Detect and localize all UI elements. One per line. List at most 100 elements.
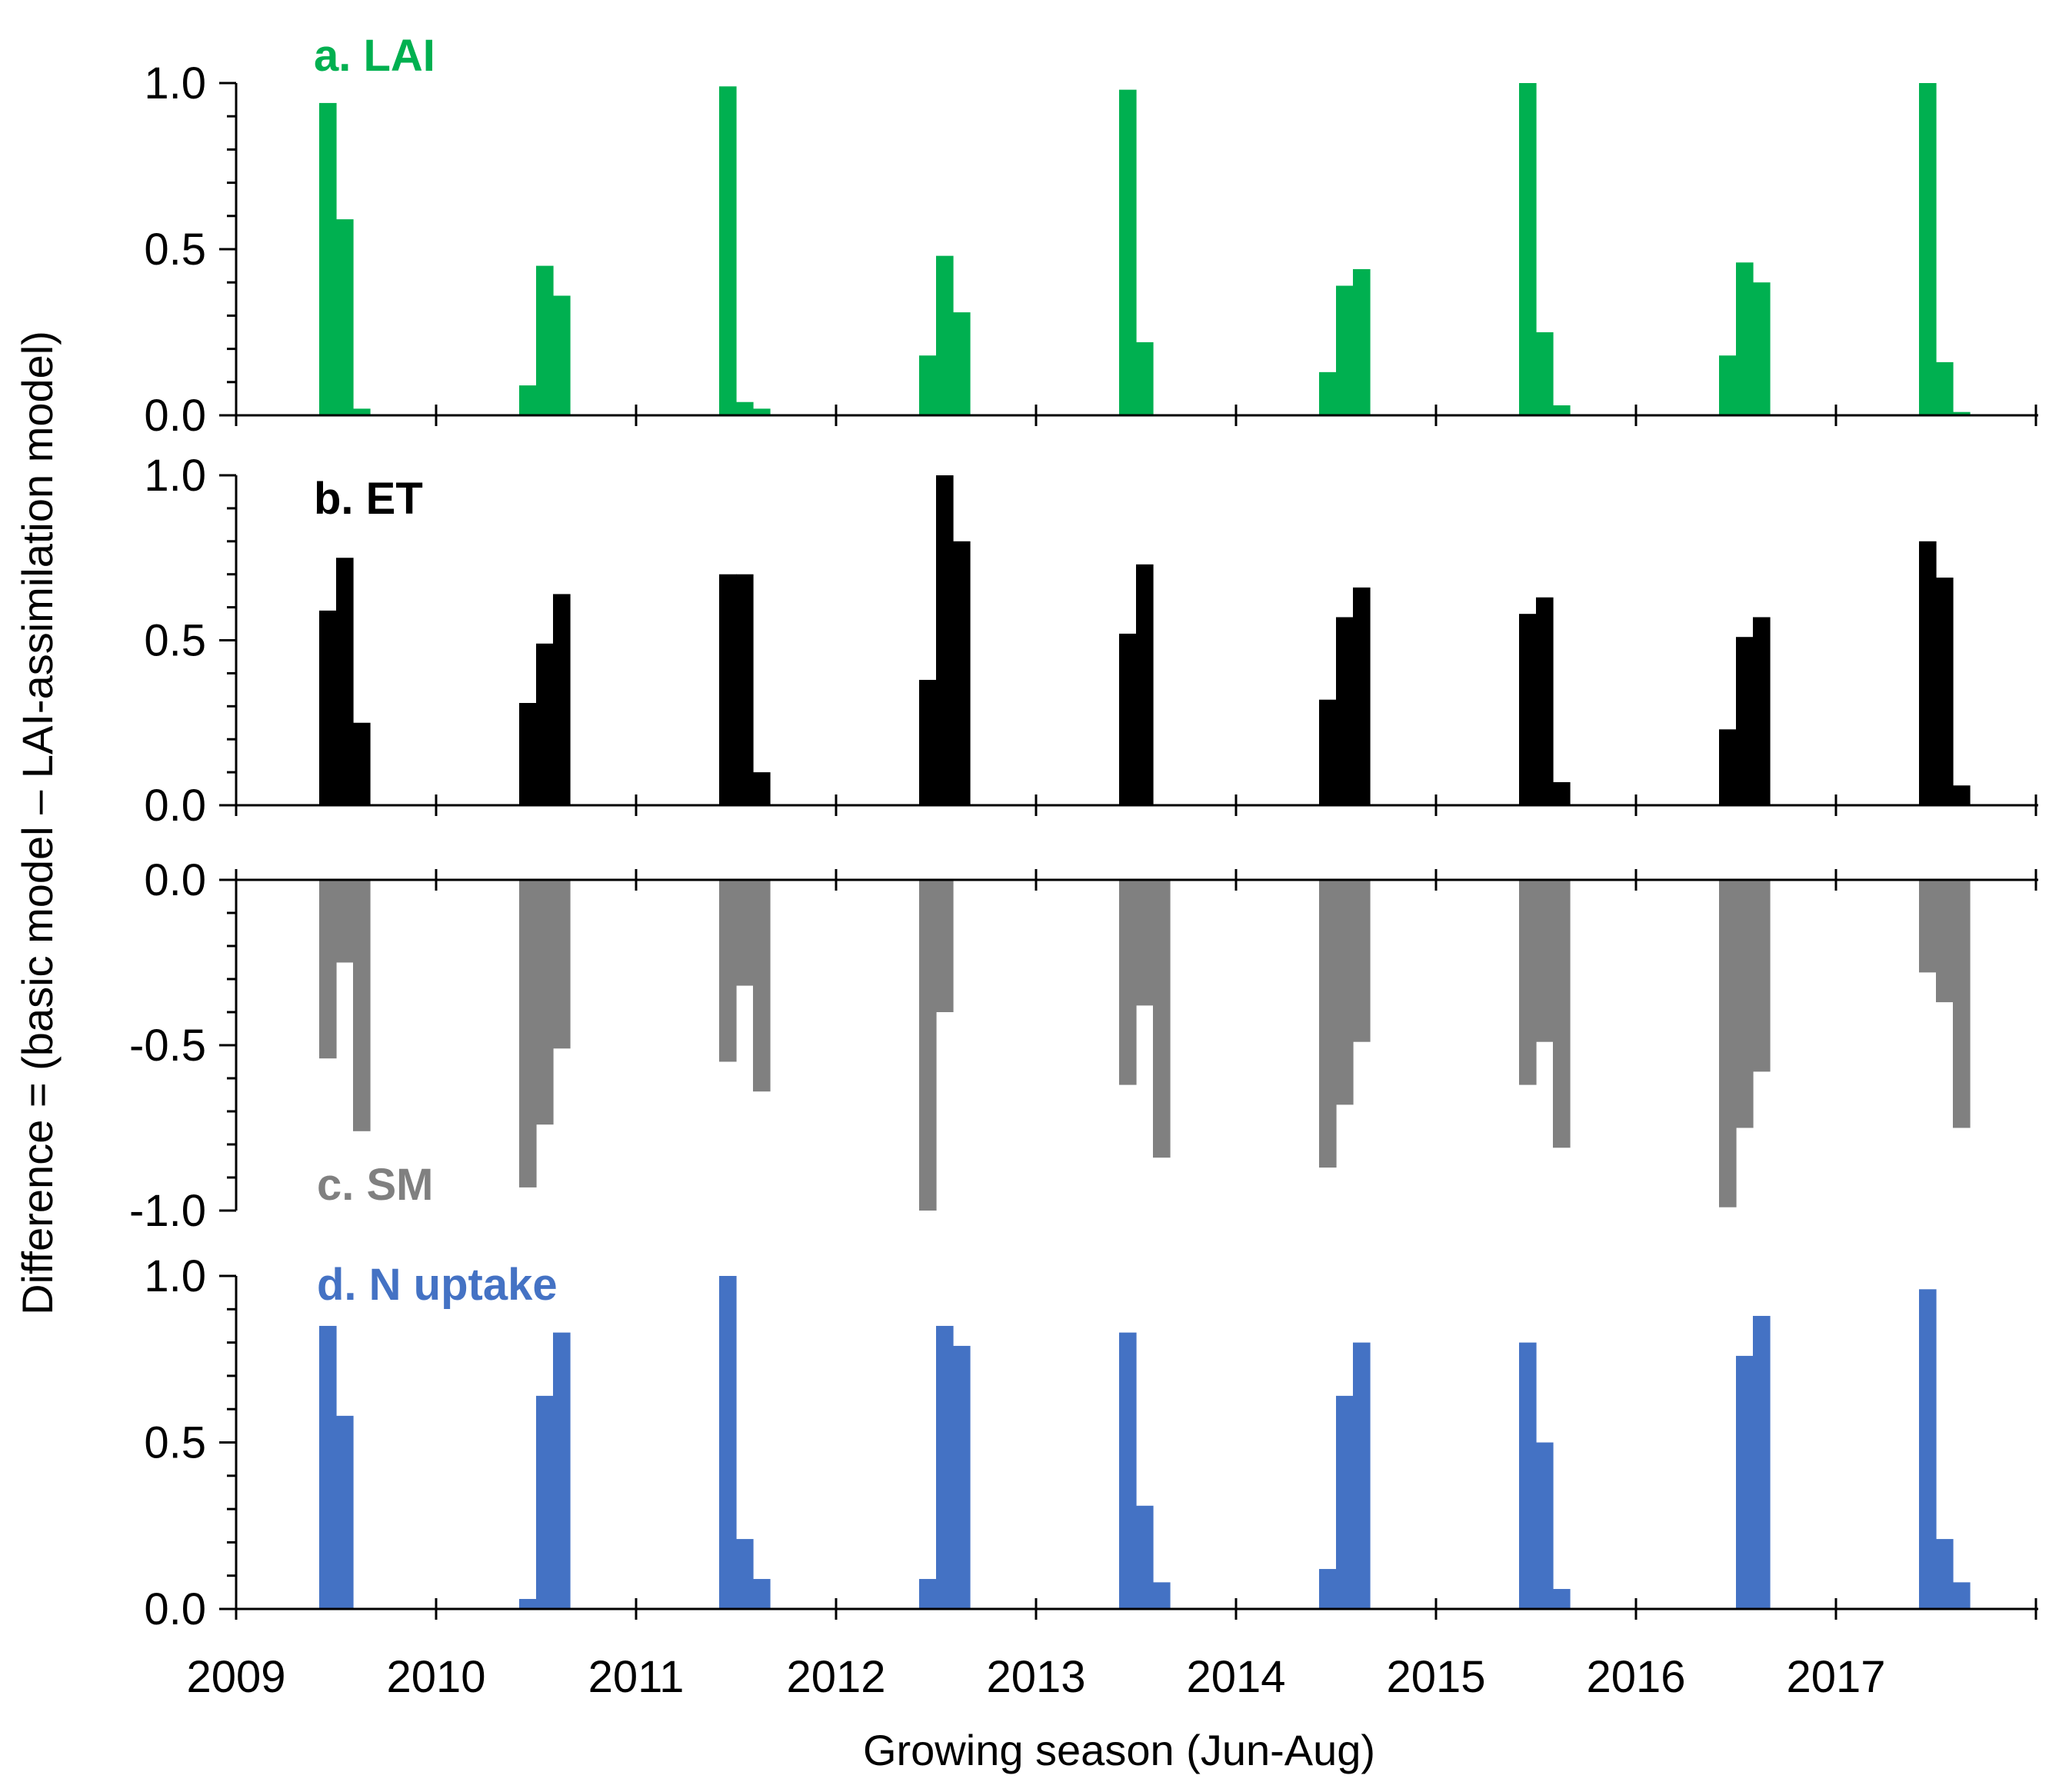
bar-et-2015-jun — [1519, 614, 1537, 805]
bar-sm-2010-aug — [553, 880, 571, 1049]
bar-et-2015-aug — [1553, 781, 1571, 805]
bar-lai-2010-jul — [536, 265, 554, 415]
y-tick-label-n-uptake-1: 0.5 — [144, 1418, 206, 1468]
x-axis-title: Growing season (Jun-Aug) — [863, 1726, 1375, 1774]
y-tick-label-sm-0: -1.0 — [129, 1186, 206, 1236]
bar-sm-2009-aug — [353, 880, 371, 1131]
bar-sm-2016-jun — [1719, 880, 1737, 1207]
x-tick-label-2010: 2010 — [386, 1652, 485, 1702]
bar-sm-2009-jun — [319, 880, 337, 1059]
bar-et-2013-jul — [1136, 564, 1154, 805]
bar-et-2010-jul — [536, 643, 554, 805]
panel-lai: 0.0 0.5 1.0 a. LAI — [144, 31, 2038, 441]
bar-sm-2013-jul — [1136, 880, 1154, 1006]
bar-sm-2010-jul — [536, 880, 554, 1125]
bar-lai-2015-aug — [1553, 405, 1571, 415]
x-tick-label-2015: 2015 — [1386, 1652, 1485, 1702]
y-tick-label-et-2: 1.0 — [144, 451, 206, 501]
bar-n-uptake-2017-jul — [1936, 1539, 1954, 1609]
bar-et-2016-jun — [1719, 729, 1737, 805]
bar-sm-2009-jul — [336, 880, 354, 963]
bar-lai-2014-jul — [1336, 285, 1354, 415]
bar-lai-2011-jun — [719, 86, 737, 415]
bar-lai-2011-aug — [753, 408, 771, 415]
bar-et-2016-aug — [1753, 617, 1771, 805]
bar-et-2009-jul — [336, 558, 354, 805]
bar-et-2012-aug — [953, 541, 971, 805]
bar-et-2009-jun — [319, 610, 337, 805]
x-tick-label-2016: 2016 — [1586, 1652, 1685, 1702]
bar-lai-2009-aug — [353, 408, 371, 415]
bar-et-2011-jun — [719, 574, 737, 805]
bar-lai-2016-jun — [1719, 355, 1737, 415]
bar-n-uptake-2014-jun — [1319, 1569, 1337, 1609]
bar-et-2013-jun — [1119, 633, 1137, 805]
panel-title-lai: a. LAI — [314, 31, 435, 81]
bar-n-uptake-2015-aug — [1553, 1589, 1571, 1609]
bar-n-uptake-2016-jul — [1736, 1355, 1754, 1609]
y-tick-label-lai-0: 0.0 — [144, 391, 206, 441]
bar-sm-2015-jul — [1536, 880, 1554, 1042]
bar-et-2010-aug — [553, 594, 571, 805]
bar-lai-2013-jul — [1136, 341, 1154, 415]
bar-sm-2011-jun — [719, 880, 737, 1062]
bar-n-uptake-2014-jul — [1336, 1395, 1354, 1609]
bar-sm-2014-jun — [1319, 880, 1337, 1168]
bar-lai-2012-aug — [953, 312, 971, 415]
bar-lai-2015-jun — [1519, 83, 1537, 415]
bar-sm-2017-aug — [1953, 880, 1971, 1128]
bar-et-2017-jun — [1919, 541, 1937, 805]
bar-et-2017-aug — [1953, 785, 1971, 805]
y-axis-title: Difference = (basic model – LAI-assimila… — [13, 331, 62, 1315]
y-tick-label-n-uptake-2: 1.0 — [144, 1251, 206, 1301]
bar-sm-2017-jul — [1936, 880, 1954, 1003]
bar-sm-2014-aug — [1353, 880, 1371, 1042]
bar-et-2016-jul — [1736, 637, 1754, 805]
bar-sm-2014-jul — [1336, 880, 1354, 1105]
bar-et-2010-jun — [519, 703, 537, 805]
x-tick-label-2009: 2009 — [186, 1652, 285, 1702]
bar-lai-2012-jun — [919, 355, 937, 415]
bar-n-uptake-2016-aug — [1753, 1315, 1771, 1609]
bar-sm-2013-jun — [1119, 880, 1137, 1085]
bar-et-2014-aug — [1353, 587, 1371, 805]
bar-sm-2011-aug — [753, 880, 771, 1092]
bar-n-uptake-2015-jul — [1536, 1442, 1554, 1609]
bar-et-2012-jul — [936, 475, 954, 805]
bar-et-2011-aug — [753, 772, 771, 805]
bar-et-2011-jul — [736, 574, 754, 805]
bar-lai-2015-jul — [1536, 332, 1554, 415]
bar-lai-2011-jul — [736, 401, 754, 415]
bar-et-2015-jul — [1536, 597, 1554, 805]
bar-lai-2017-jun — [1919, 83, 1937, 415]
bar-n-uptake-2011-aug — [753, 1579, 771, 1609]
panel-title-et: b. ET — [314, 474, 423, 524]
bar-n-uptake-2012-jun — [919, 1579, 937, 1609]
bar-sm-2012-jun — [919, 880, 937, 1211]
y-tick-label-lai-1: 0.5 — [144, 225, 206, 275]
bar-n-uptake-2011-jun — [719, 1276, 737, 1609]
bar-lai-2016-jul — [1736, 262, 1754, 415]
bar-lai-2012-jul — [936, 255, 954, 415]
x-tick-label-2011: 2011 — [588, 1652, 685, 1702]
y-tick-label-lai-2: 1.0 — [144, 58, 206, 108]
bar-et-2012-jun — [919, 679, 937, 805]
bar-lai-2017-jul — [1936, 361, 1954, 415]
panel-n-uptake: 0.0 0.5 1.0 d. N uptake — [144, 1251, 2038, 1634]
bar-lai-2010-jun — [519, 385, 537, 415]
bar-sm-2011-jul — [736, 880, 754, 986]
bar-n-uptake-2012-aug — [953, 1345, 971, 1609]
bar-sm-2015-jun — [1519, 880, 1537, 1085]
panel-title-sm: c. SM — [317, 1160, 434, 1210]
bar-lai-2009-jun — [319, 102, 337, 416]
bar-n-uptake-2010-jul — [536, 1395, 554, 1609]
bar-n-uptake-2013-jul — [1136, 1505, 1154, 1609]
bar-sm-2013-aug — [1153, 880, 1171, 1158]
bar-sm-2012-jul — [936, 880, 954, 1012]
y-tick-label-n-uptake-0: 0.0 — [144, 1584, 206, 1634]
bar-lai-2013-jun — [1119, 89, 1137, 415]
bar-et-2014-jul — [1336, 617, 1354, 805]
bar-lai-2017-aug — [1953, 411, 1971, 415]
bar-lai-2014-jun — [1319, 371, 1337, 415]
bar-sm-2010-jun — [519, 880, 537, 1187]
